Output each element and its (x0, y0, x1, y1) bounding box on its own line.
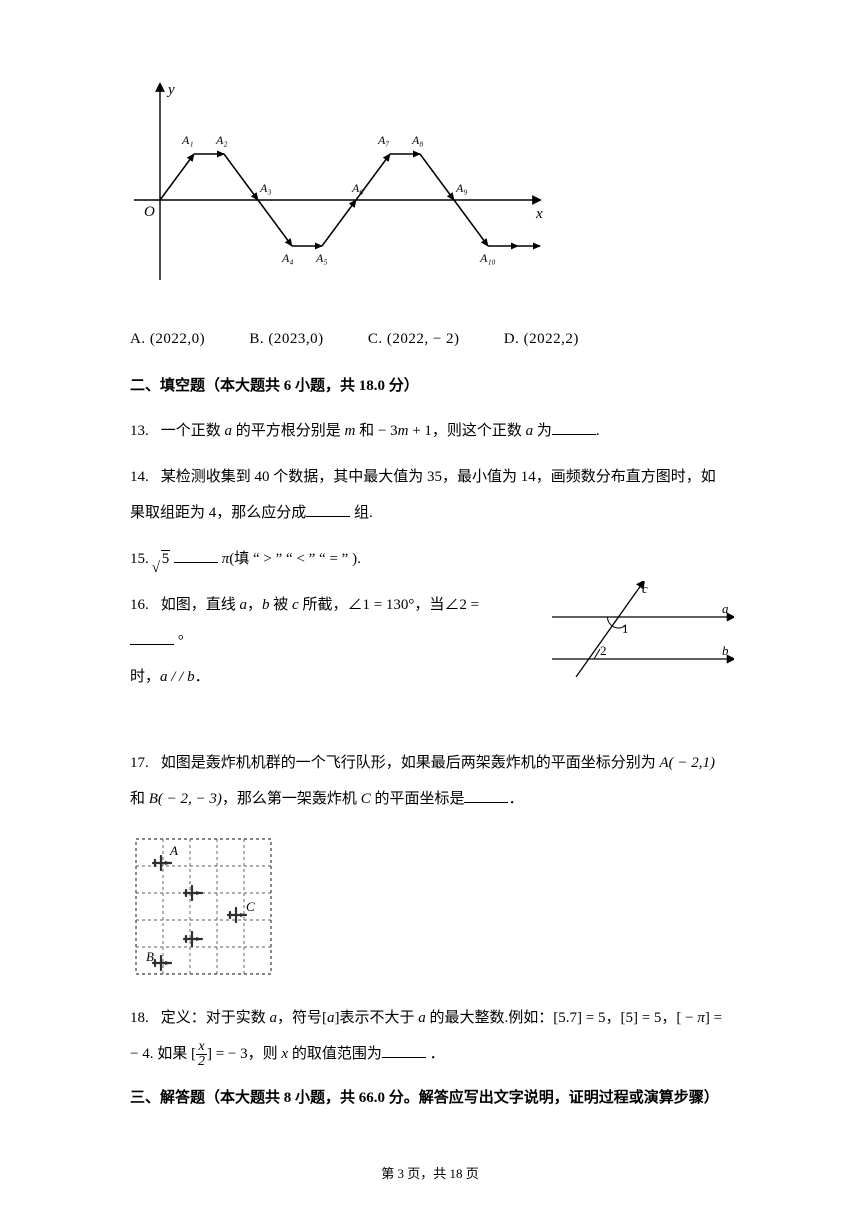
q15-blank (174, 548, 218, 563)
q13-text: 一个正数 a 的平方根分别是 m 和 − 3m + 1，则这个正数 a 为. (161, 423, 600, 439)
q14-text: 某检测收集到 40 个数据，其中最大值为 35，最小值为 14，画频数分布直方图… (130, 469, 716, 521)
svg-text:A₅: A₅ (315, 251, 328, 265)
q14-no: 14. (130, 469, 149, 485)
option-c: C. (2022, − 2) (368, 323, 460, 356)
svg-text:A: A (169, 843, 178, 858)
q17: 17.如图是轰炸机机群的一个飞行队形，如果最后两架轰炸机的平面坐标分别为 A( … (130, 745, 730, 817)
svg-text:A₉: A₉ (455, 181, 468, 195)
option-d: D. (2022,2) (504, 323, 579, 356)
svg-text:y: y (166, 82, 175, 98)
svg-text:A₃: A₃ (259, 181, 272, 195)
q14-end: 组. (350, 505, 373, 521)
q17-blank (464, 788, 508, 803)
q12-options: A. (2022,0) B. (2023,0) C. (2022, − 2) D… (130, 323, 730, 356)
q13-no: 13. (130, 423, 149, 439)
svg-text:x: x (535, 206, 543, 222)
svg-text:B: B (146, 949, 154, 964)
q13: 13. 一个正数 a 的平方根分别是 m 和 − 3m + 1，则这个正数 a 为… (130, 413, 730, 449)
svg-text:A₇: A₇ (377, 133, 390, 147)
q12-figure: y Ox A₁ A₂ A₃ A₄ A₅ A₆ A₇ A₈ A₉ A₁₀ (130, 80, 550, 290)
q14: 14.某检测收集到 40 个数据，其中最大值为 35，最小值为 14，画频数分布… (130, 459, 730, 531)
q16-no: 16. (130, 597, 149, 613)
svg-text:A₁: A₁ (181, 133, 194, 147)
section-2-header: 二、填空题（本大题共 6 小题，共 18.0 分） (130, 370, 730, 403)
svg-text:A₆: A₆ (351, 181, 364, 195)
svg-text:O: O (144, 204, 155, 220)
svg-text:2: 2 (600, 643, 607, 658)
svg-text:A₂: A₂ (215, 133, 228, 147)
svg-text:A₈: A₈ (411, 133, 424, 147)
q16-blank (130, 630, 174, 645)
page: y Ox A₁ A₂ A₃ A₄ A₅ A₆ A₇ A₈ A₉ A₁₀ A. (2022,0) B. … (0, 0, 860, 1115)
svg-text:a: a (722, 601, 729, 616)
section-3-header: 三、解答题（本大题共 8 小题，共 66.0 分。解答应写出文字说明，证明过程或… (130, 1082, 730, 1115)
option-a: A. (2022,0) (130, 323, 205, 356)
option-b: B. (2023,0) (249, 323, 323, 356)
q15: 15.√5 π(填 “ > ” “ < ” “ = ” ). (130, 541, 730, 577)
q18-blank (382, 1043, 426, 1058)
q17-figure: A C B (130, 833, 278, 981)
page-footer: 第 3 页，共 18 页 (0, 1163, 860, 1182)
q15-no: 15. (130, 551, 149, 567)
q14-blank (306, 502, 350, 517)
spacer (130, 705, 730, 745)
q18-no: 18. (130, 1010, 149, 1026)
svg-text:A₁₀: A₁₀ (479, 251, 496, 265)
q16-figure: a b c 12 (534, 581, 734, 677)
svg-text:1: 1 (622, 621, 629, 636)
q17-no: 17. (130, 755, 149, 771)
q15-hint: (填 “ > ” “ < ” “ = ” ). (229, 551, 361, 567)
q15-sqrt5: √5 (161, 550, 171, 567)
svg-text:c: c (642, 581, 648, 596)
q18-frac: x2 (196, 1040, 207, 1069)
q18: 18.定义：对于实数 a，符号[a]表示不大于 a 的最大整数.例如：[5.7]… (130, 1000, 730, 1072)
q16: abc12 16.如图，直线 a，b 被 c 所截，∠1 = 130°，当∠2 … (130, 587, 730, 695)
svg-text:A₄: A₄ (281, 251, 294, 265)
q13-blank (552, 420, 596, 435)
svg-text:C: C (246, 899, 255, 914)
svg-text:b: b (722, 643, 729, 658)
